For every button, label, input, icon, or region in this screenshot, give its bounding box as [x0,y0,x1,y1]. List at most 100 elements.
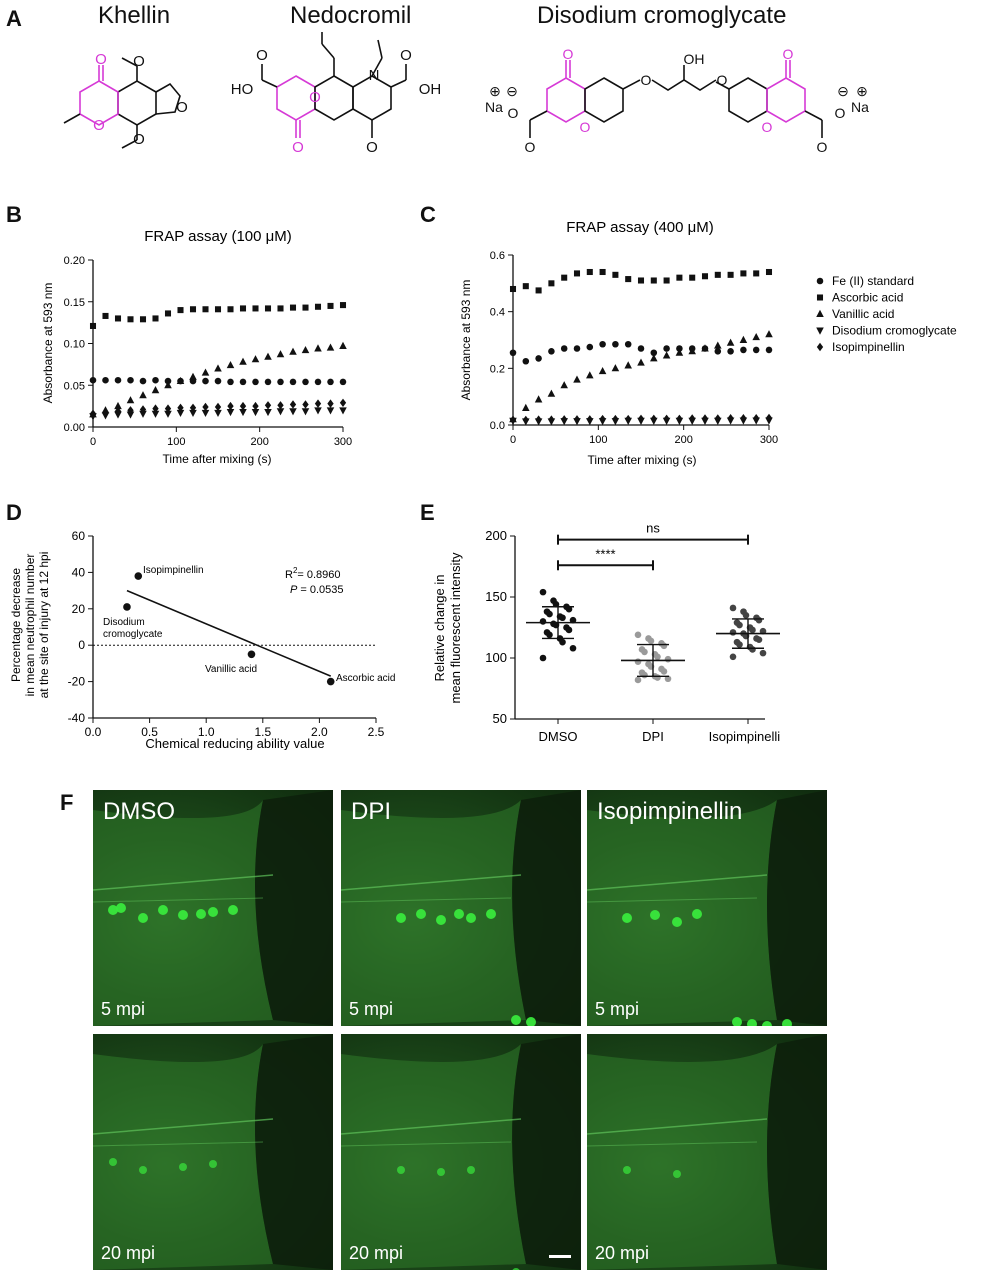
legend: Fe (II) standard Ascorbic acid Vanillic ac… [816,274,957,354]
background-region [255,1034,333,1270]
legend-label: Disodium cromoglycate [832,324,957,338]
neutrophil [228,905,238,915]
data-point [239,357,247,365]
atom-o: O [641,72,652,88]
data-point [701,273,709,280]
data-point [599,268,606,276]
data-point [276,408,285,416]
data-point [227,401,234,411]
data-point [561,415,568,424]
data-point [598,366,607,375]
data-point [612,340,619,348]
data-point [559,638,566,646]
cromoglycate-structure [529,60,823,138]
data-point [641,671,648,679]
y-tick-label: 0 [78,638,85,652]
neutrophil [467,1166,475,1174]
atom-na: Na [485,99,503,115]
data-point [759,649,767,657]
data-point [264,409,272,417]
notochord-line [341,874,522,891]
data-point [599,414,606,424]
x-tick-label: 0 [90,436,96,448]
y-tick-label: 150 [485,589,507,604]
data-point [201,368,210,376]
notochord-line [93,897,264,903]
data-point [573,270,581,277]
data-point [714,348,722,355]
legend-marker [816,277,824,285]
y-tick-label: 20 [72,602,86,616]
data-point [214,409,222,418]
data-point [546,631,553,639]
data-point [289,304,297,311]
data-point [314,407,322,415]
timepoint-label: 5 mpi [595,999,640,1019]
data-point [251,409,260,417]
data-point [252,378,259,386]
legend-marker [816,294,824,301]
data-point [641,648,648,656]
neutrophil [208,907,218,917]
fin-body [93,1044,273,1270]
data-point [201,409,210,418]
data-point [559,614,566,622]
data-point [650,354,658,362]
data-point [139,410,147,418]
data-point [701,344,709,352]
data-point [749,626,756,634]
data-point [634,631,642,639]
data-point [227,306,234,313]
data-point [565,626,573,634]
data-point [127,376,134,384]
data-point [624,340,632,348]
atom-o: O [835,105,846,121]
data-point [573,345,581,352]
data-point [214,306,222,313]
x-tick-label: Isopimpinellin [709,729,780,744]
y-tick-label: 0.2 [490,363,505,375]
data-point [560,381,568,389]
data-point [264,401,272,410]
data-point [339,378,347,386]
panel-label-f: F [60,790,74,815]
data-point [276,350,285,358]
data-point [727,348,734,355]
data-point [647,637,655,645]
atom-o: O [93,117,105,134]
data-point [547,389,556,397]
data-point [539,654,547,662]
data-point [264,352,272,360]
data-point [664,675,672,683]
notochord-line [587,874,768,891]
data-point [89,322,97,329]
neutrophil [139,1166,147,1174]
data-point [89,376,97,384]
atom-o: O [525,139,536,155]
y-axis-label: Absorbance at 593 nm [41,283,55,404]
data-point [749,646,756,653]
data-point [611,364,620,372]
data-point [534,395,543,403]
condition-label: Isopimpinellin [597,798,743,825]
x-tick-label: 1.5 [254,725,271,739]
data-point [765,330,773,338]
neutrophil [526,1017,536,1026]
x-axis-label: Chemical reducing ability value [145,736,324,750]
data-point [102,312,109,319]
y-axis-label-line2: in mean neutrophil number [23,554,37,697]
y-axis-label-line2: mean fluorescent intensity [448,552,463,704]
data-point [729,629,737,636]
atom-oh: OH [419,81,442,98]
point-label-vanillic: Vanillic acid [205,664,257,675]
y-tick-label: -40 [68,711,86,725]
data-point [548,415,555,424]
data-point [339,302,347,309]
data-point [586,343,594,351]
data-point [202,377,209,385]
data-point [289,347,297,355]
background-region [255,790,333,1026]
data-point [202,306,209,313]
data-point [89,409,97,418]
legend-label: Ascorbic acid [832,291,903,305]
